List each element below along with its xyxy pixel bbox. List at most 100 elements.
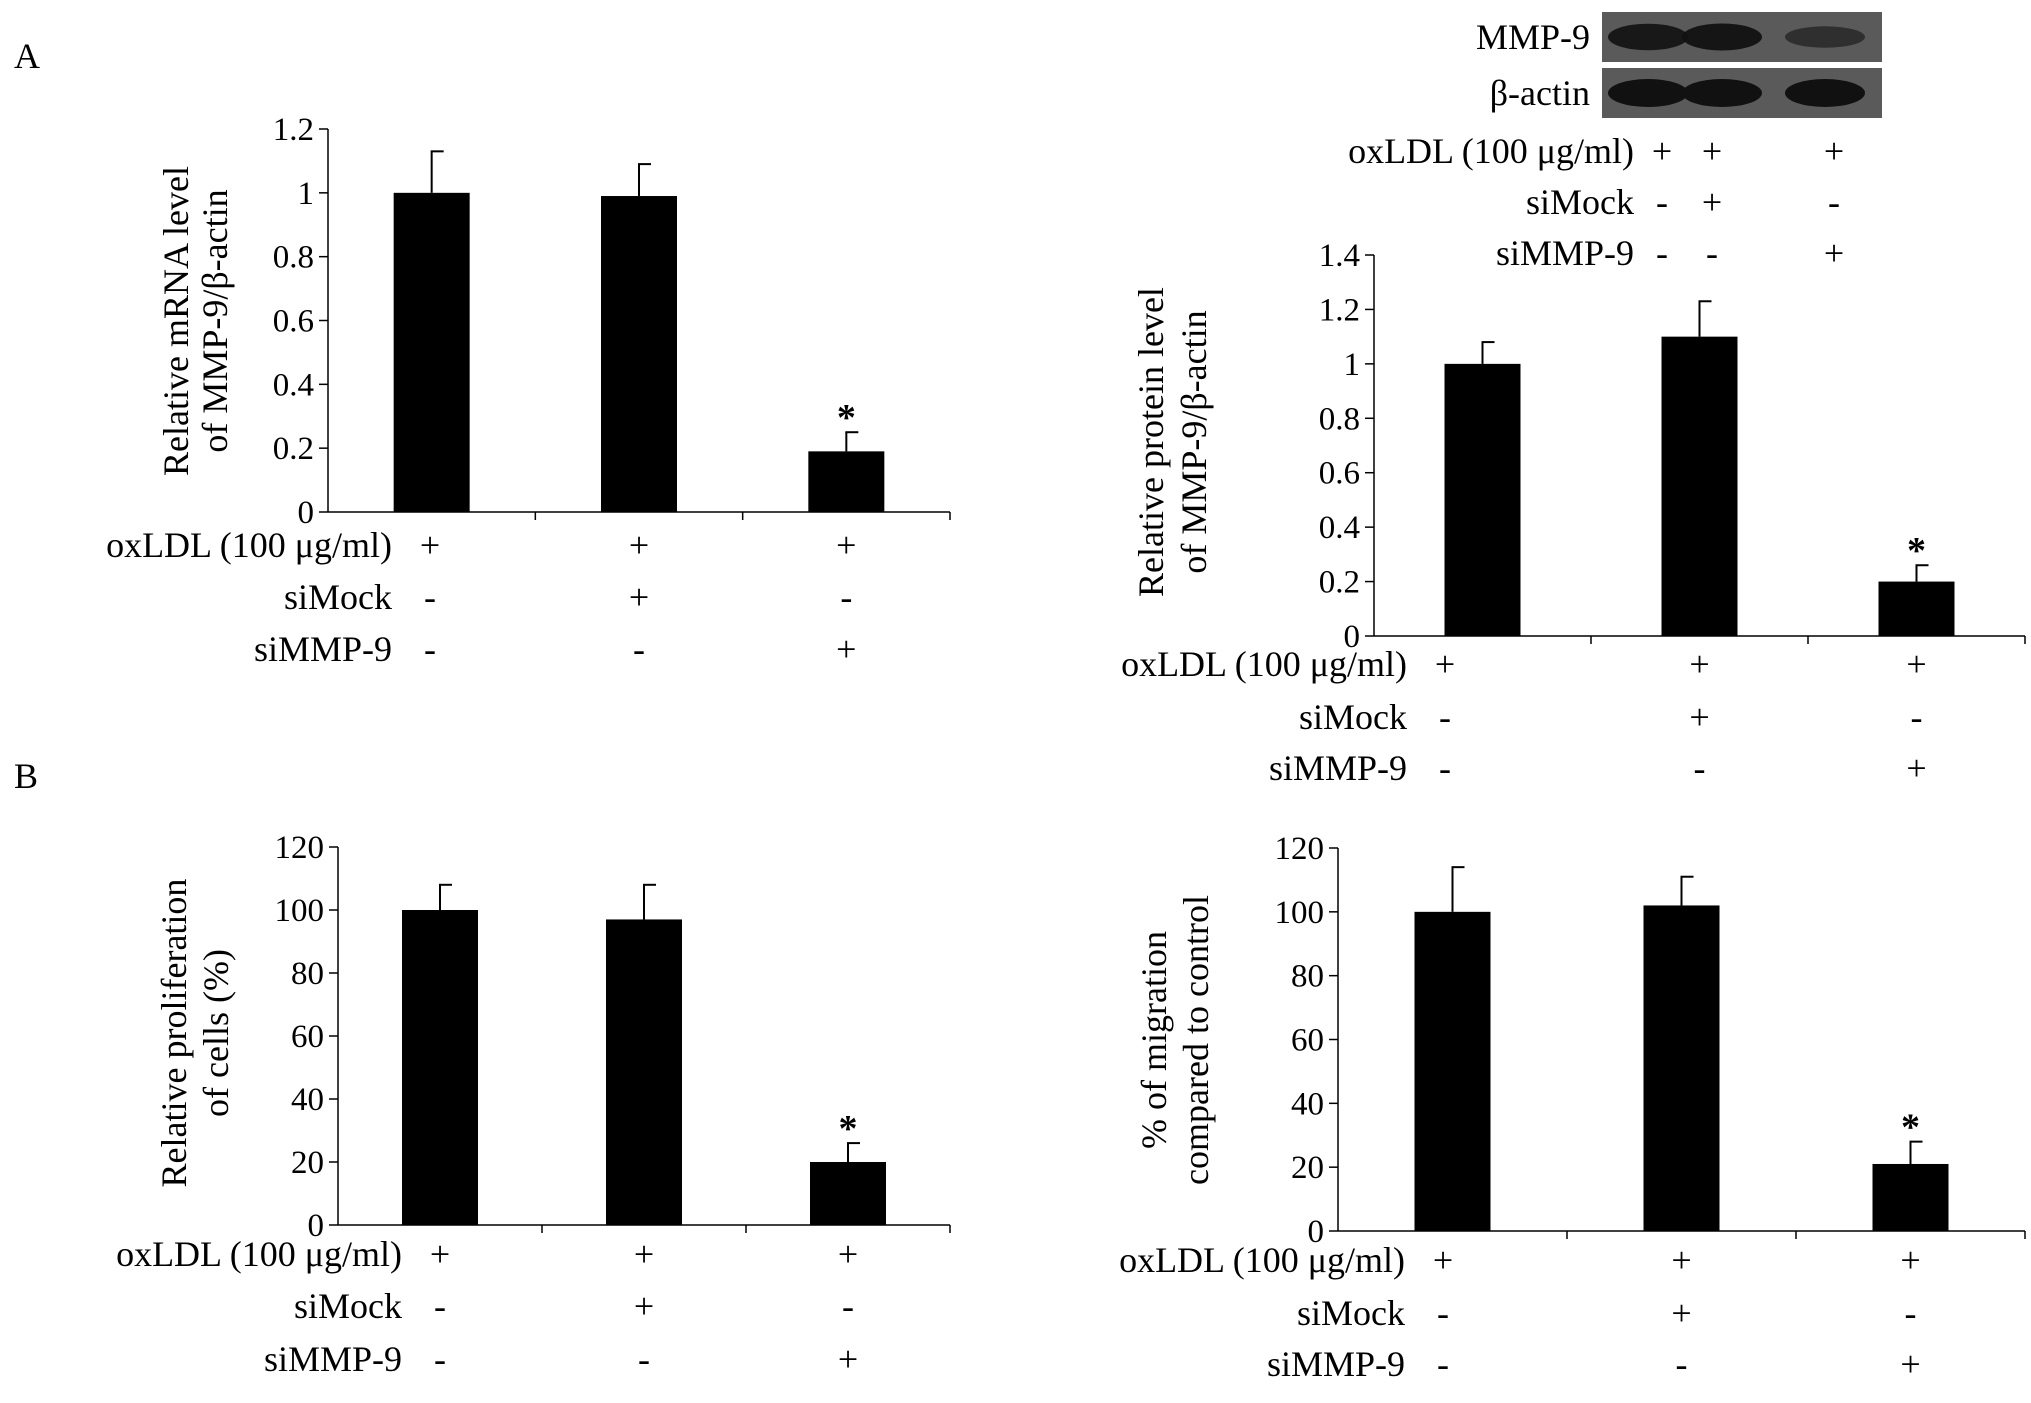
condition-label: oxLDL (100 μg/ml) <box>116 1234 402 1274</box>
blot-band <box>1785 79 1865 107</box>
blot-condition-mark: + <box>1652 131 1672 171</box>
y-tick-label: 1 <box>1344 347 1361 383</box>
significance-marker: * <box>837 397 856 439</box>
blot-condition-mark: + <box>1702 182 1722 222</box>
significance-marker: * <box>1901 1107 1920 1149</box>
y-axis-label: % of migration <box>1134 931 1174 1149</box>
condition-mark: + <box>1906 748 1926 788</box>
condition-mark: + <box>430 1234 450 1274</box>
bar <box>810 1162 886 1225</box>
y-tick-label: 1 <box>298 176 315 212</box>
y-tick-label: 80 <box>1291 959 1324 995</box>
y-tick-label: 40 <box>291 1082 324 1118</box>
condition-mark: - <box>1911 697 1923 737</box>
y-axis-label: of MMP-9/β-actin <box>195 189 235 452</box>
condition-label: siMMP-9 <box>254 629 392 669</box>
condition-mark: - <box>1676 1344 1688 1384</box>
condition-mark: + <box>634 1286 654 1326</box>
condition-mark: - <box>424 629 436 669</box>
y-axis-label: of MMP-9/β-actin <box>1174 310 1214 573</box>
y-tick-label: 0.2 <box>273 431 314 467</box>
bar <box>601 196 677 512</box>
blot-condition-mark: - <box>1828 182 1840 222</box>
blot-band <box>1608 23 1688 51</box>
condition-label: siMMP-9 <box>1269 748 1407 788</box>
chart-protein-level: 0 0.2 0.4 0.6 0.8 1 1.2 1.4 Relative protein lev… <box>1121 238 2026 788</box>
y-axis-label: Relative mRNA level <box>156 166 196 476</box>
y-tick-label: 120 <box>1275 831 1325 867</box>
y-axis-label: of cells (%) <box>196 949 236 1117</box>
y-tick-label: 100 <box>1275 895 1325 931</box>
bar <box>606 919 682 1225</box>
condition-mark: - <box>1439 748 1451 788</box>
bar <box>1643 905 1720 1231</box>
y-tick-label: 40 <box>1291 1086 1324 1122</box>
chart-migration: 0 20 40 60 80 100 120 % of migration compared to… <box>1119 831 2026 1384</box>
blot-condition-label: siMMP-9 <box>1496 233 1634 273</box>
condition-label: oxLDL (100 μg/ml) <box>1121 644 1407 684</box>
blot-condition-mark: + <box>1824 233 1844 273</box>
bar <box>808 451 885 512</box>
bar <box>393 192 470 513</box>
panel-label-b: B <box>14 756 38 796</box>
bar <box>1878 581 1955 636</box>
condition-label: oxLDL (100 μg/ml) <box>106 525 392 565</box>
y-tick-label: 0 <box>1308 1214 1325 1250</box>
blot-band <box>1682 23 1762 51</box>
condition-mark: + <box>1906 644 1926 684</box>
y-tick-label: 20 <box>291 1145 324 1181</box>
condition-label: siMock <box>1297 1293 1405 1333</box>
blot-condition-mark: + <box>1702 131 1722 171</box>
y-tick-label: 0 <box>308 1208 325 1244</box>
condition-mark: - <box>842 1286 854 1326</box>
condition-mark: - <box>434 1339 446 1379</box>
blot-condition-mark: - <box>1656 233 1668 273</box>
condition-mark: + <box>420 525 440 565</box>
condition-mark: + <box>838 1234 858 1274</box>
y-tick-label: 0.8 <box>273 240 314 276</box>
blot-row-label: β-actin <box>1490 73 1590 113</box>
blot-condition-mark: - <box>1656 182 1668 222</box>
blot-condition-label: oxLDL (100 μg/ml) <box>1348 131 1634 171</box>
bar <box>1872 1163 1949 1231</box>
condition-mark: + <box>1900 1240 1920 1280</box>
y-tick-label: 0 <box>1344 619 1361 655</box>
y-axis-label: compared to control <box>1176 895 1216 1185</box>
condition-mark: + <box>836 525 856 565</box>
condition-mark: - <box>1694 748 1706 788</box>
chart-mrna-level: 0 0.2 0.4 0.6 0.8 1 1.2 Relative mRNA level of M… <box>106 112 951 669</box>
blot-condition-label: siMock <box>1526 182 1634 222</box>
blot-band <box>1682 79 1762 107</box>
bar <box>1414 911 1491 1231</box>
condition-mark: + <box>1671 1240 1691 1280</box>
y-tick-label: 0.6 <box>1319 456 1360 492</box>
y-tick-label: 1.2 <box>273 112 314 148</box>
blot-band <box>1608 79 1688 107</box>
y-tick-label: 0 <box>298 495 315 531</box>
y-tick-label: 0.4 <box>1319 510 1360 546</box>
condition-mark: - <box>638 1339 650 1379</box>
condition-mark: + <box>1671 1293 1691 1333</box>
condition-mark: + <box>634 1234 654 1274</box>
y-tick-label: 20 <box>1291 1150 1324 1186</box>
condition-mark: - <box>633 629 645 669</box>
bar <box>1444 363 1521 636</box>
y-tick-label: 1.2 <box>1319 292 1360 328</box>
condition-mark: + <box>629 525 649 565</box>
y-tick-label: 80 <box>291 956 324 992</box>
y-tick-label: 0.2 <box>1319 565 1360 601</box>
y-tick-label: 1.4 <box>1319 238 1360 274</box>
blot-condition-mark: + <box>1824 131 1844 171</box>
condition-label: siMMP-9 <box>1267 1344 1405 1384</box>
condition-mark: - <box>424 577 436 617</box>
condition-mark: - <box>1439 697 1451 737</box>
condition-mark: + <box>1900 1344 1920 1384</box>
y-tick-label: 100 <box>275 893 325 929</box>
y-tick-label: 120 <box>275 830 325 866</box>
condition-label: siMock <box>294 1286 402 1326</box>
panel-label-a: A <box>14 36 40 76</box>
y-axis-label: Relative protein level <box>1131 287 1171 597</box>
significance-marker: * <box>1907 530 1926 572</box>
